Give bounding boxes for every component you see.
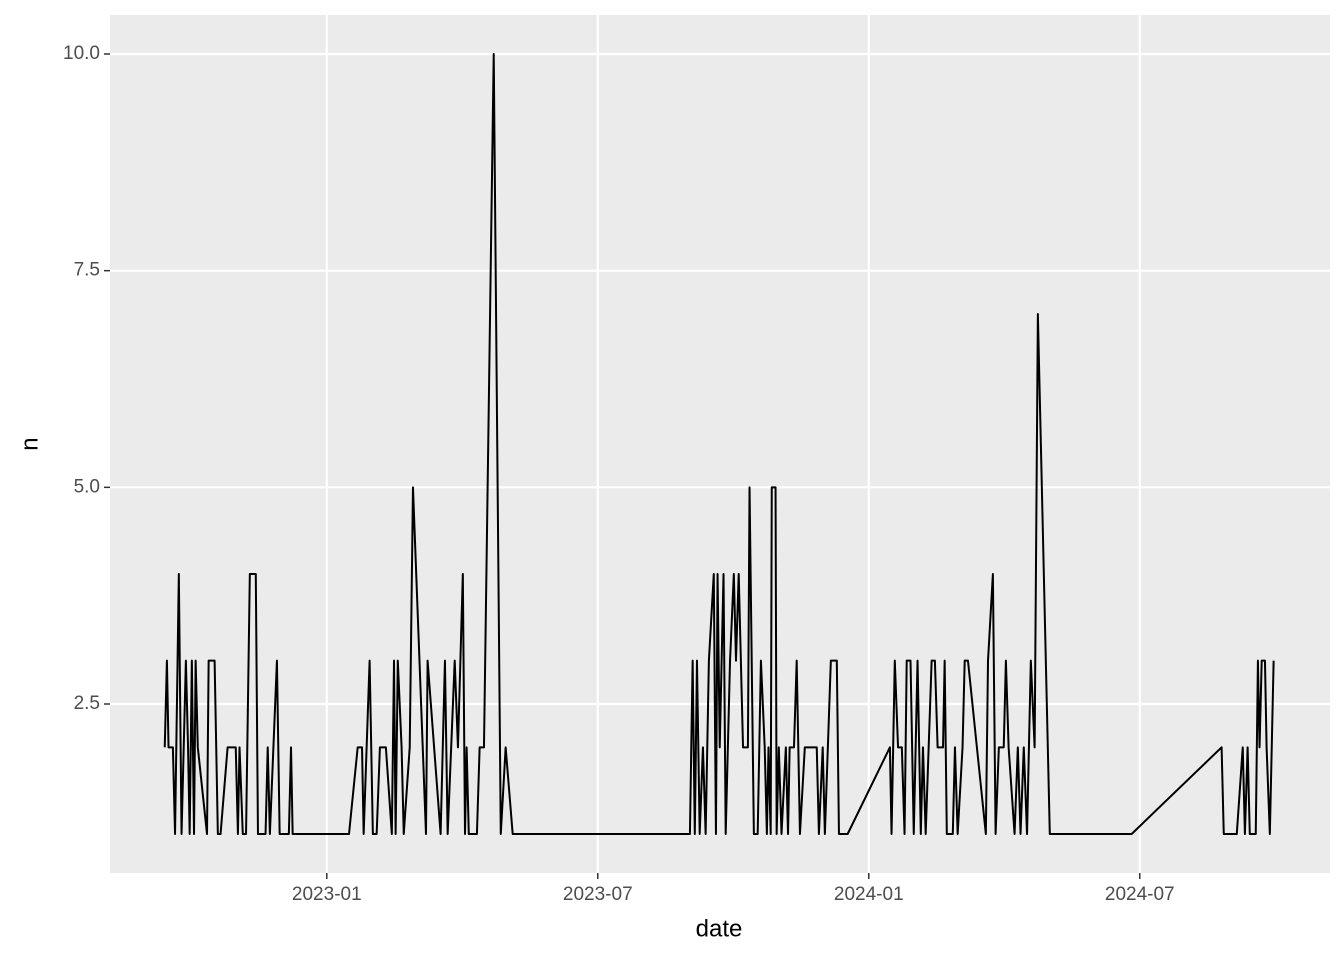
x-tick-label: 2024-07 [1105,884,1175,905]
x-tick-label: 2023-07 [563,884,633,905]
y-tick-label: 10.0 [63,43,100,64]
y-axis-title: n [16,437,43,450]
y-tick-label: 7.5 [74,260,100,281]
x-tick-label: 2023-01 [292,884,362,905]
y-tick-label: 5.0 [74,476,100,497]
x-tick-label: 2024-01 [834,884,904,905]
data-line [163,53,1275,835]
x-axis-title: date [696,915,743,942]
y-tick-label: 2.5 [74,693,100,714]
